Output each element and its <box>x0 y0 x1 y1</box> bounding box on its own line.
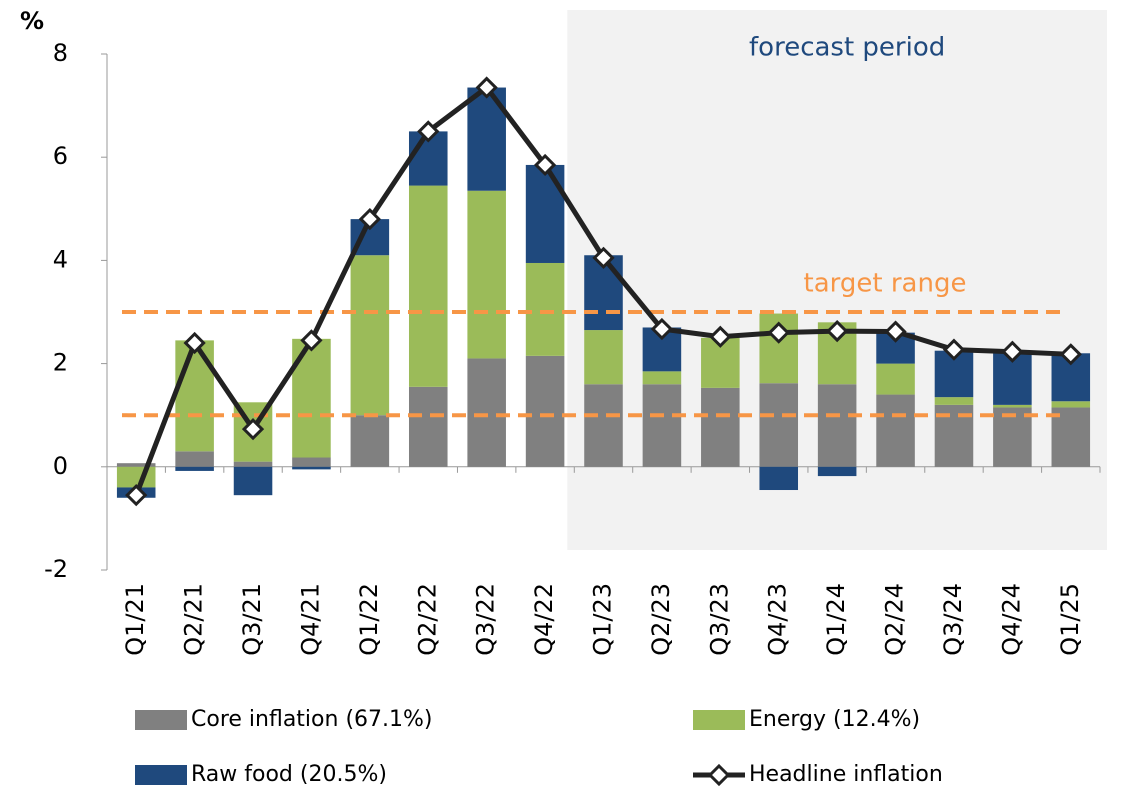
x-tick-label: Q3/23 <box>705 583 733 656</box>
bar-segment <box>116 463 156 467</box>
bar-segment <box>642 371 682 385</box>
y-tick-label: 2 <box>53 349 68 377</box>
x-tick-label: Q2/22 <box>413 583 441 656</box>
legend-swatch <box>135 765 187 785</box>
bar-segment <box>993 404 1032 408</box>
legend-label: Headline inflation <box>749 762 943 787</box>
headline-marker <box>592 246 615 269</box>
headline-marker <box>300 329 323 352</box>
headline-marker <box>417 120 440 143</box>
headline-marker <box>826 319 849 343</box>
bar-segment <box>1051 407 1091 467</box>
x-tick-label: Q1/24 <box>822 583 850 656</box>
bar-segment <box>642 384 682 467</box>
bar-segment <box>876 363 915 395</box>
y-unit: % <box>20 7 44 35</box>
bar-segment <box>408 386 448 467</box>
x-tick-label: Q2/21 <box>180 583 208 656</box>
bar-segment <box>1051 401 1091 408</box>
x-tick-label: Q1/23 <box>589 583 617 656</box>
annotation: forecast period <box>749 33 945 63</box>
legend-swatch <box>693 710 745 730</box>
headline-marker <box>942 338 966 361</box>
headline-marker <box>650 317 674 341</box>
headline-marker <box>884 320 907 343</box>
x-tick-label: Q1/21 <box>121 583 149 656</box>
bar-segment <box>467 190 506 359</box>
bar-segment <box>525 262 565 356</box>
bar-segment <box>701 387 740 467</box>
bar-segment <box>292 466 331 470</box>
x-tick-label: Q3/24 <box>939 583 967 656</box>
bar-segment <box>467 358 506 467</box>
bar-segment <box>817 466 857 477</box>
bar-segment <box>350 415 390 467</box>
bar-segment <box>175 466 214 471</box>
bar-segment <box>876 394 915 467</box>
bar-segment <box>993 407 1032 467</box>
bar-segment <box>817 384 857 467</box>
x-tick-label: Q4/24 <box>997 583 1025 656</box>
x-tick-label: Q4/21 <box>296 583 324 656</box>
bar-segment <box>525 164 565 263</box>
y-tick-label: 8 <box>53 39 68 67</box>
x-tick-label: Q2/24 <box>881 583 909 656</box>
x-tick-label: Q1/25 <box>1056 583 1084 656</box>
y-tick-label: 0 <box>53 452 68 480</box>
bar-segment <box>350 255 390 416</box>
bar-segment <box>175 451 214 467</box>
headline-marker <box>533 153 557 177</box>
legend-label: Core inflation (67.1%) <box>191 707 433 732</box>
x-tick-label: Q1/22 <box>355 583 383 656</box>
legend-label: Raw food (20.5%) <box>191 762 387 787</box>
headline-marker <box>767 321 790 344</box>
headline-marker <box>183 331 206 355</box>
bar-segment <box>292 457 331 467</box>
headline-marker <box>125 484 148 507</box>
y-tick-label: -2 <box>44 555 68 583</box>
legend-label: Energy (12.4%) <box>749 707 920 732</box>
headline-marker <box>475 76 498 99</box>
headline-marker <box>358 207 381 231</box>
legend-marker <box>707 763 731 787</box>
headline-marker <box>1001 340 1024 363</box>
x-tick-label: Q2/23 <box>647 583 675 656</box>
x-tick-label: Q3/21 <box>238 583 266 656</box>
legend-swatch <box>135 710 187 730</box>
bar-segment <box>759 466 799 491</box>
bar-segment <box>408 185 448 387</box>
target-label: target range <box>804 269 967 299</box>
bar-segment <box>233 466 273 496</box>
bar-segment <box>233 461 273 467</box>
bar-segment <box>584 330 623 385</box>
bar-segment <box>759 383 799 467</box>
bar-segment <box>175 340 214 452</box>
headline-marker <box>1059 343 1082 366</box>
x-tick-label: Q4/23 <box>764 583 792 656</box>
bar-segment <box>934 397 974 405</box>
headline-marker <box>709 325 732 348</box>
y-tick-label: 4 <box>53 245 68 273</box>
bar-segment <box>584 384 623 467</box>
y-tick-label: 6 <box>53 142 68 170</box>
x-tick-label: Q3/22 <box>472 583 500 656</box>
x-tick-label: Q4/22 <box>530 583 558 656</box>
headline-marker <box>241 418 265 441</box>
bar-segment <box>525 355 565 467</box>
